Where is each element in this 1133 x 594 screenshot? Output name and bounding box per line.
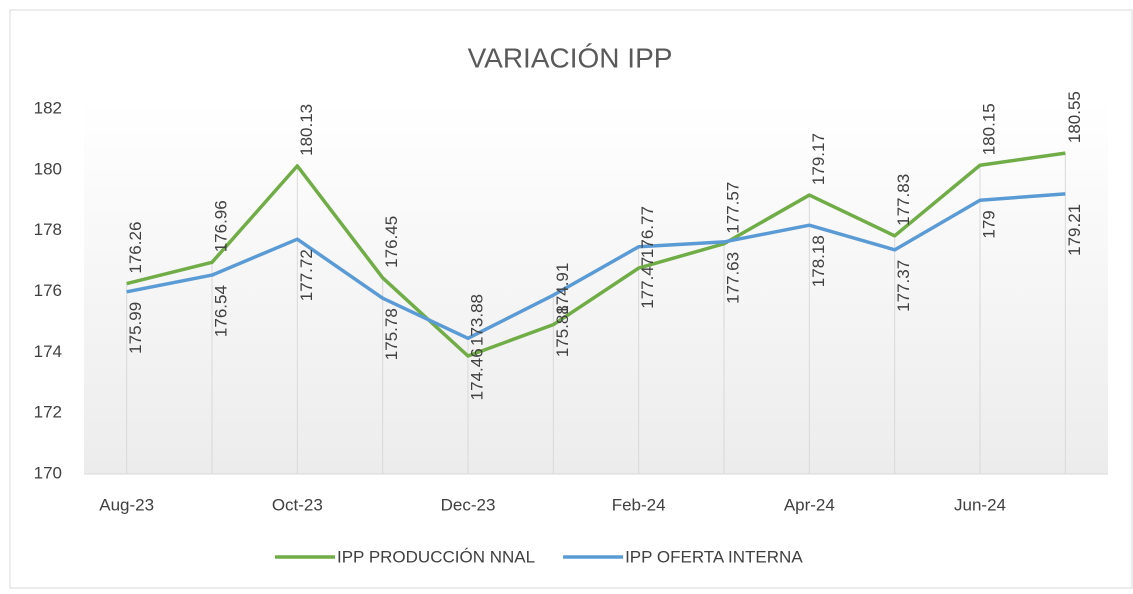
data-label: 176.96 <box>211 200 230 252</box>
data-label: 177.57 <box>723 182 742 234</box>
series-line <box>126 151 1066 358</box>
legend-label: IPP OFERTA INTERNA <box>625 547 803 566</box>
data-label: 176.54 <box>211 285 230 337</box>
data-label: 180.55 <box>1065 91 1084 143</box>
data-label: 174.46 <box>467 348 486 400</box>
data-label: 174.91 <box>553 263 572 315</box>
y-tick-label: 178 <box>34 220 62 239</box>
y-tick-label: 174 <box>34 342 62 361</box>
data-label: 178.18 <box>809 235 828 287</box>
data-label: 179.21 <box>1065 204 1084 256</box>
x-tick-label: Apr-24 <box>784 495 835 514</box>
data-label: 173.88 <box>467 294 486 346</box>
data-label: 176.26 <box>126 222 145 274</box>
data-label: 179 <box>979 210 998 238</box>
x-tick-label: Jun-24 <box>954 495 1006 514</box>
plot-area <box>84 100 1108 474</box>
x-tick-label: Dec-23 <box>441 495 496 514</box>
y-tick-label: 170 <box>34 463 62 482</box>
data-label: 177.47 <box>638 257 657 309</box>
data-label: 179.17 <box>809 133 828 185</box>
data-label: 175.88 <box>553 305 572 357</box>
x-tick-label: Oct-23 <box>272 495 323 514</box>
data-label: 177.37 <box>894 260 913 312</box>
data-label: 175.78 <box>382 308 401 360</box>
chart-title: VARIACIÓN IPP <box>468 42 673 73</box>
y-tick-label: 172 <box>34 403 62 422</box>
y-tick-label: 176 <box>34 281 62 300</box>
data-label: 180.13 <box>297 104 316 156</box>
data-label: 177.63 <box>723 252 742 304</box>
data-label: 176.45 <box>382 216 401 268</box>
y-tick-label: 180 <box>34 159 62 178</box>
x-tick-label: Feb-24 <box>612 495 666 514</box>
series-line <box>126 192 1066 341</box>
legend-label: IPP PRODUCCIÓN NNAL <box>337 547 535 566</box>
data-label: 180.15 <box>979 103 998 155</box>
x-tick-label: Aug-23 <box>99 495 154 514</box>
data-label: 177.83 <box>894 174 913 226</box>
y-tick-label: 182 <box>34 98 62 117</box>
data-label: 177.72 <box>297 249 316 301</box>
data-label: 176.77 <box>638 206 657 258</box>
data-label: 175.99 <box>126 302 145 354</box>
